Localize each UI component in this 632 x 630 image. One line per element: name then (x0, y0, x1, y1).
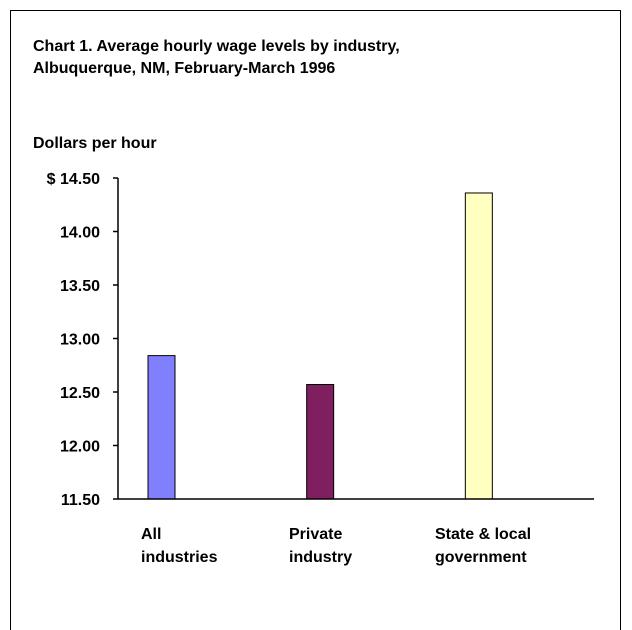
x-category-label-2-line-1: government (435, 549, 527, 566)
y-tick-label-4: 13.50 (60, 278, 100, 295)
y-tick-label-6: $ 14.50 (47, 171, 100, 188)
y-axis-label: Dollars per hour (33, 135, 157, 152)
y-tick-label-2: 12.50 (60, 385, 100, 402)
y-tick-label-0: 11.50 (61, 492, 100, 509)
x-category-label-2: State & local government (435, 526, 531, 566)
y-tick-label-5: 14.00 (60, 225, 100, 242)
x-category-label-1-line-1: industry (289, 549, 352, 566)
chart-title: Chart 1. Average hourly wage levels by i… (33, 36, 593, 80)
chart-title-line-1: Chart 1. Average hourly wage levels by i… (33, 38, 400, 55)
bar-0 (147, 355, 176, 500)
bar-1 (306, 384, 335, 500)
chart-frame (10, 10, 621, 630)
y-ticks-group: 11.50 12.00 12.50 13.00 13.50 14.00 $ 14.50 (47, 171, 118, 509)
bars-group (147, 192, 493, 500)
x-category-label-0-line-0: All (141, 526, 161, 543)
y-tick-label-3: 13.00 (60, 332, 100, 349)
x-category-label-0-line-1: industries (141, 549, 218, 566)
x-labels-group: All industries Private industry State & loca… (141, 526, 531, 566)
chart-title-line-2: Albuquerque, NM, February-March 1996 (33, 60, 336, 77)
axes-group (117, 178, 594, 500)
x-category-label-0: All industries (141, 526, 218, 566)
y-tick-label-1: 12.00 (60, 439, 100, 456)
bar-2 (464, 192, 493, 500)
x-category-label-2-line-0: State & local (435, 526, 531, 543)
x-category-label-1: Private industry (289, 526, 352, 566)
x-category-label-1-line-0: Private (289, 526, 342, 543)
